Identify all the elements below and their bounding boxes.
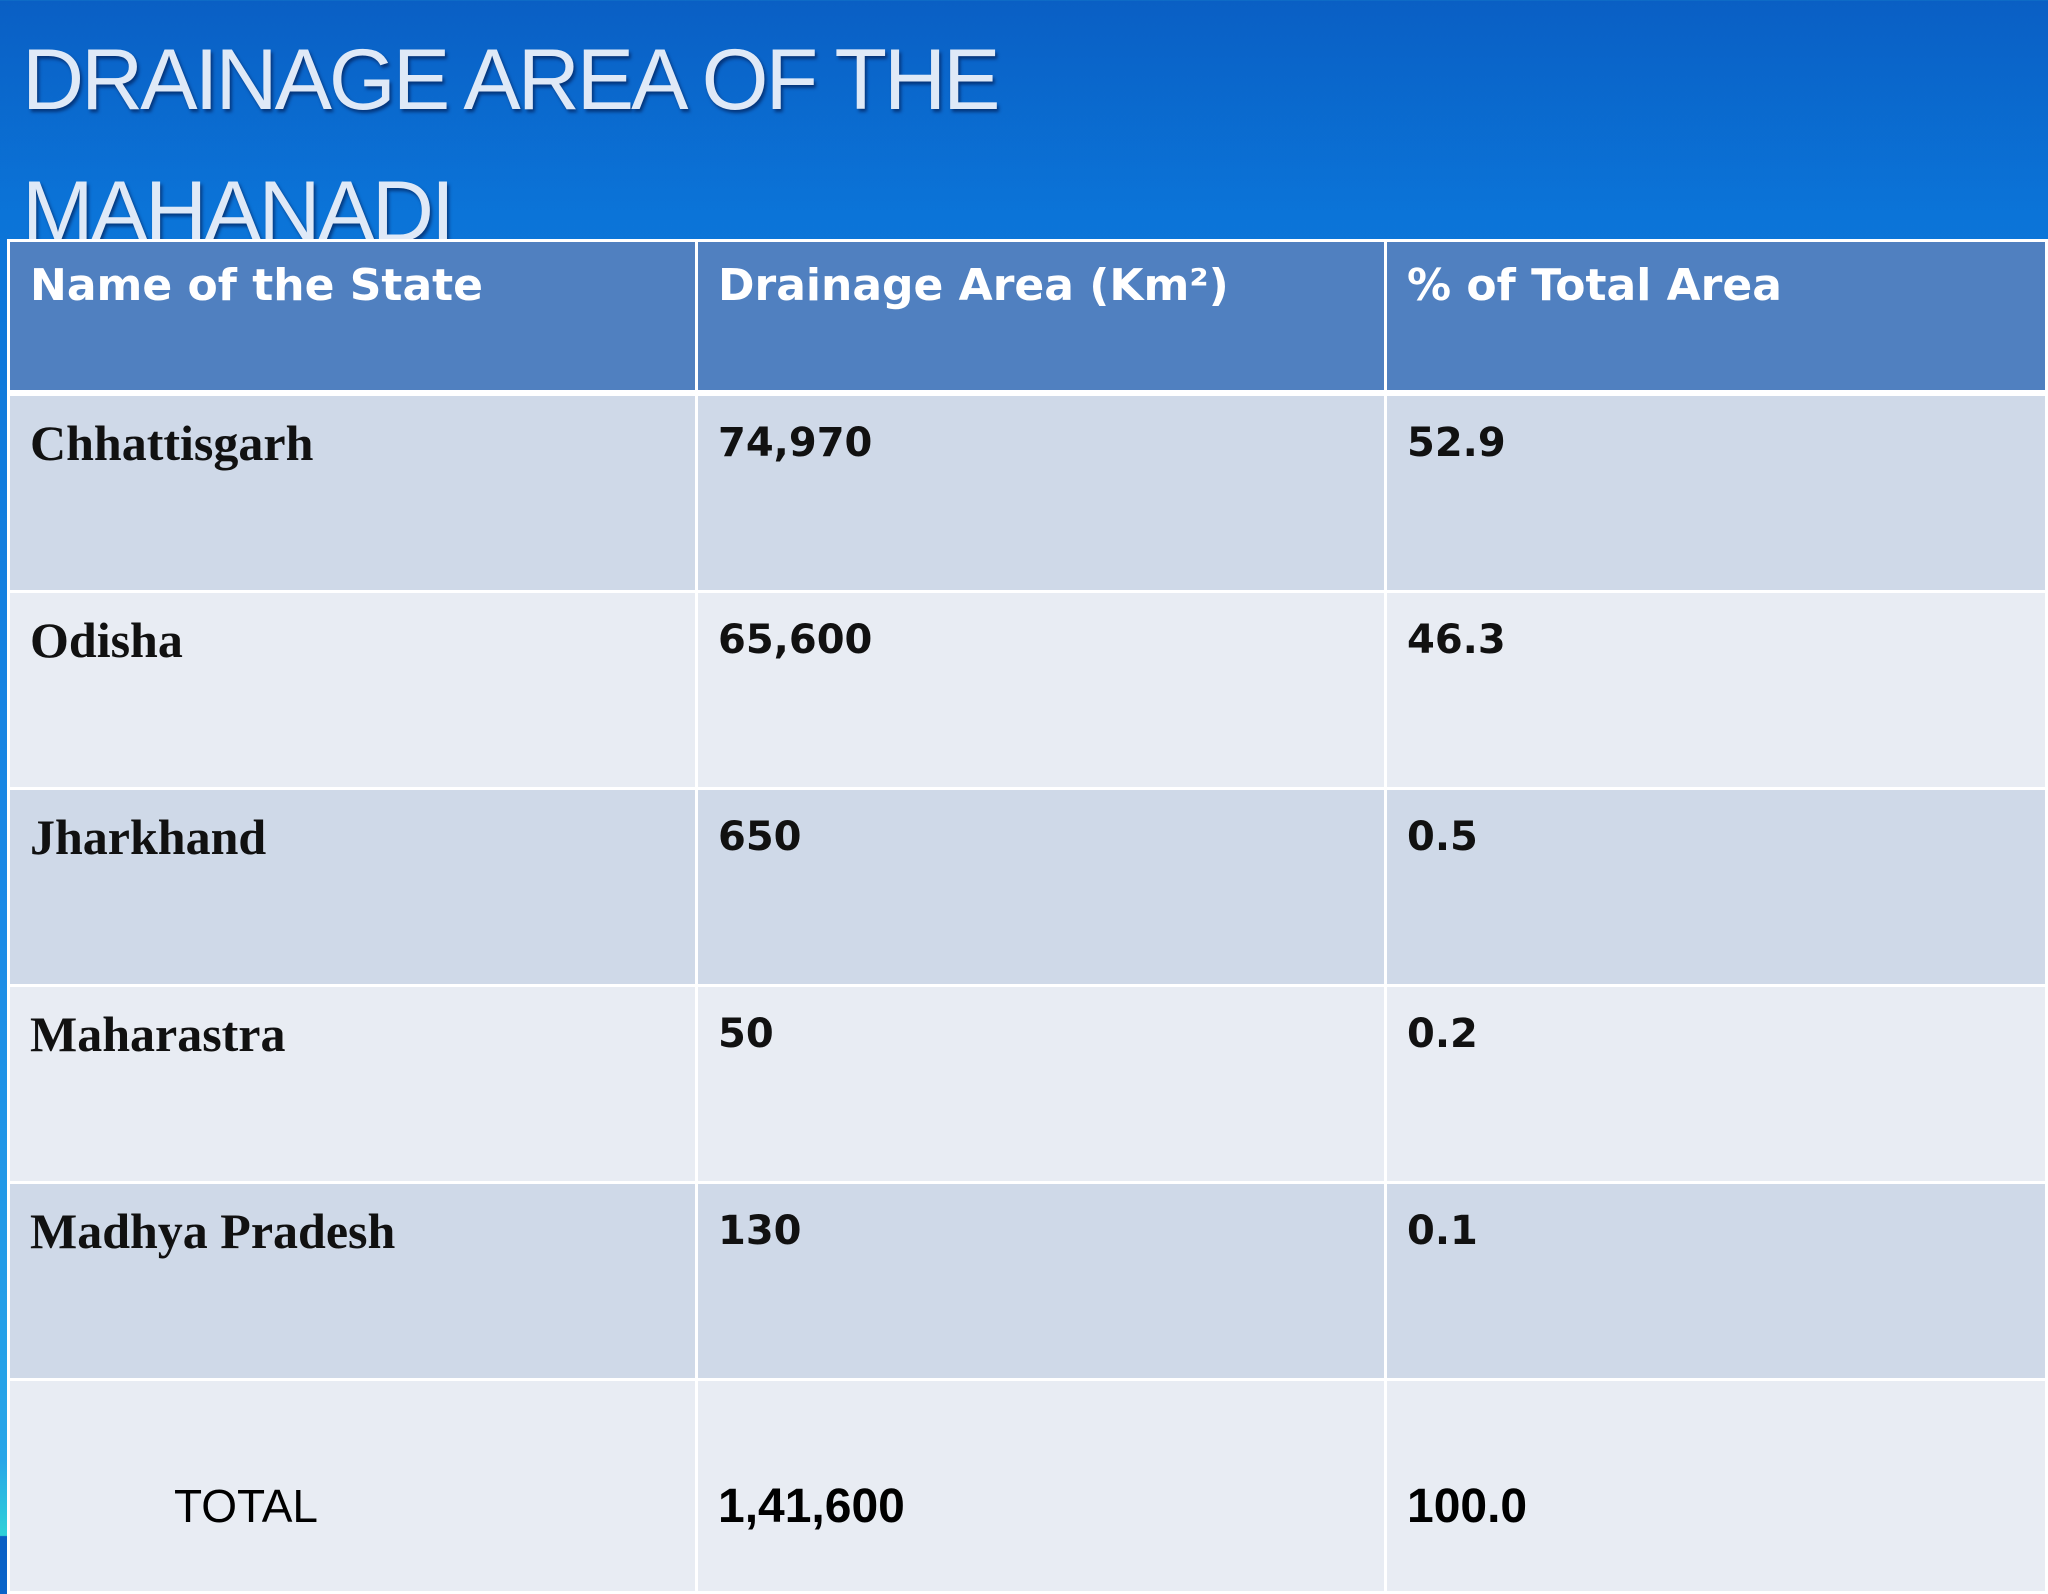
- value-cell: 65,600: [695, 590, 1387, 790]
- table: Name of the State Drainage Area (Km²) % …: [7, 239, 2048, 1594]
- value-cell: 46.3: [1384, 590, 2048, 790]
- header-cell: % of Total Area: [1384, 239, 2048, 396]
- state-cell: Chhattisgarh: [7, 391, 698, 593]
- state-cell: Madhya Pradesh: [7, 1181, 698, 1381]
- value-cell: 130: [695, 1181, 1387, 1381]
- state-cell: Jharkhand: [7, 787, 698, 987]
- value-cell: 0.2: [1384, 984, 2048, 1184]
- table-row: Odisha 65,600 46.3: [7, 590, 2048, 790]
- table-body: Chhattisgarh 74,970 52.9 Odisha 65,600 46.3 Jh…: [7, 391, 2048, 1594]
- table-row: Chhattisgarh 74,970 52.9: [7, 391, 2048, 593]
- total-value: 100.0: [1384, 1378, 2048, 1594]
- header-cell: Name of the State: [7, 239, 698, 396]
- value-cell: 52.9: [1384, 391, 2048, 593]
- value-cell: 50: [695, 984, 1387, 1184]
- table-row: Jharkhand 650 0.5: [7, 787, 2048, 987]
- value-cell: 650: [695, 787, 1387, 987]
- value-cell: 74,970: [695, 391, 1387, 593]
- total-row: TOTAL 1,41,600 100.0: [7, 1378, 2048, 1594]
- total-label: TOTAL: [7, 1378, 698, 1594]
- value-cell: 0.5: [1384, 787, 2048, 987]
- state-cell: Maharastra: [7, 984, 698, 1184]
- total-value: 1,41,600: [695, 1378, 1387, 1594]
- title: DRAINAGE AREA OF THE MAHANADI: [22, 32, 1000, 260]
- table-row: Madhya Pradesh 130 0.1: [7, 1181, 2048, 1381]
- table-row: Maharastra 50 0.2: [7, 984, 2048, 1184]
- header-cell: Drainage Area (Km²): [695, 239, 1387, 396]
- value-cell: 0.1: [1384, 1181, 2048, 1381]
- header-row: Name of the State Drainage Area (Km²) % …: [7, 239, 2048, 396]
- state-cell: Odisha: [7, 590, 698, 790]
